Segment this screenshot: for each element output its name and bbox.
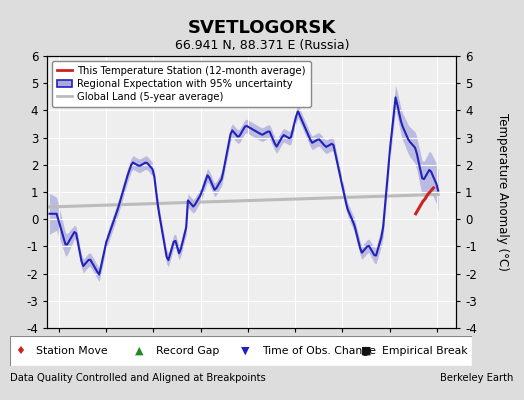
Text: ▼: ▼ [241,346,249,356]
Text: ■: ■ [361,346,372,356]
Y-axis label: Temperature Anomaly (°C): Temperature Anomaly (°C) [496,113,509,271]
FancyBboxPatch shape [10,336,472,366]
Text: Record Gap: Record Gap [156,346,219,356]
Text: Station Move: Station Move [36,346,107,356]
Text: SVETLOGORSK: SVETLOGORSK [188,19,336,37]
Text: Time of Obs. Change: Time of Obs. Change [262,346,376,356]
Text: ▲: ▲ [135,346,144,356]
Text: Empirical Break: Empirical Break [381,346,467,356]
Text: ♦: ♦ [15,346,25,356]
Legend: This Temperature Station (12-month average), Regional Expectation with 95% uncer: This Temperature Station (12-month avera… [52,61,311,107]
Text: Berkeley Earth: Berkeley Earth [440,373,514,383]
Text: Data Quality Controlled and Aligned at Breakpoints: Data Quality Controlled and Aligned at B… [10,373,266,383]
Text: 66.941 N, 88.371 E (Russia): 66.941 N, 88.371 E (Russia) [174,40,350,52]
